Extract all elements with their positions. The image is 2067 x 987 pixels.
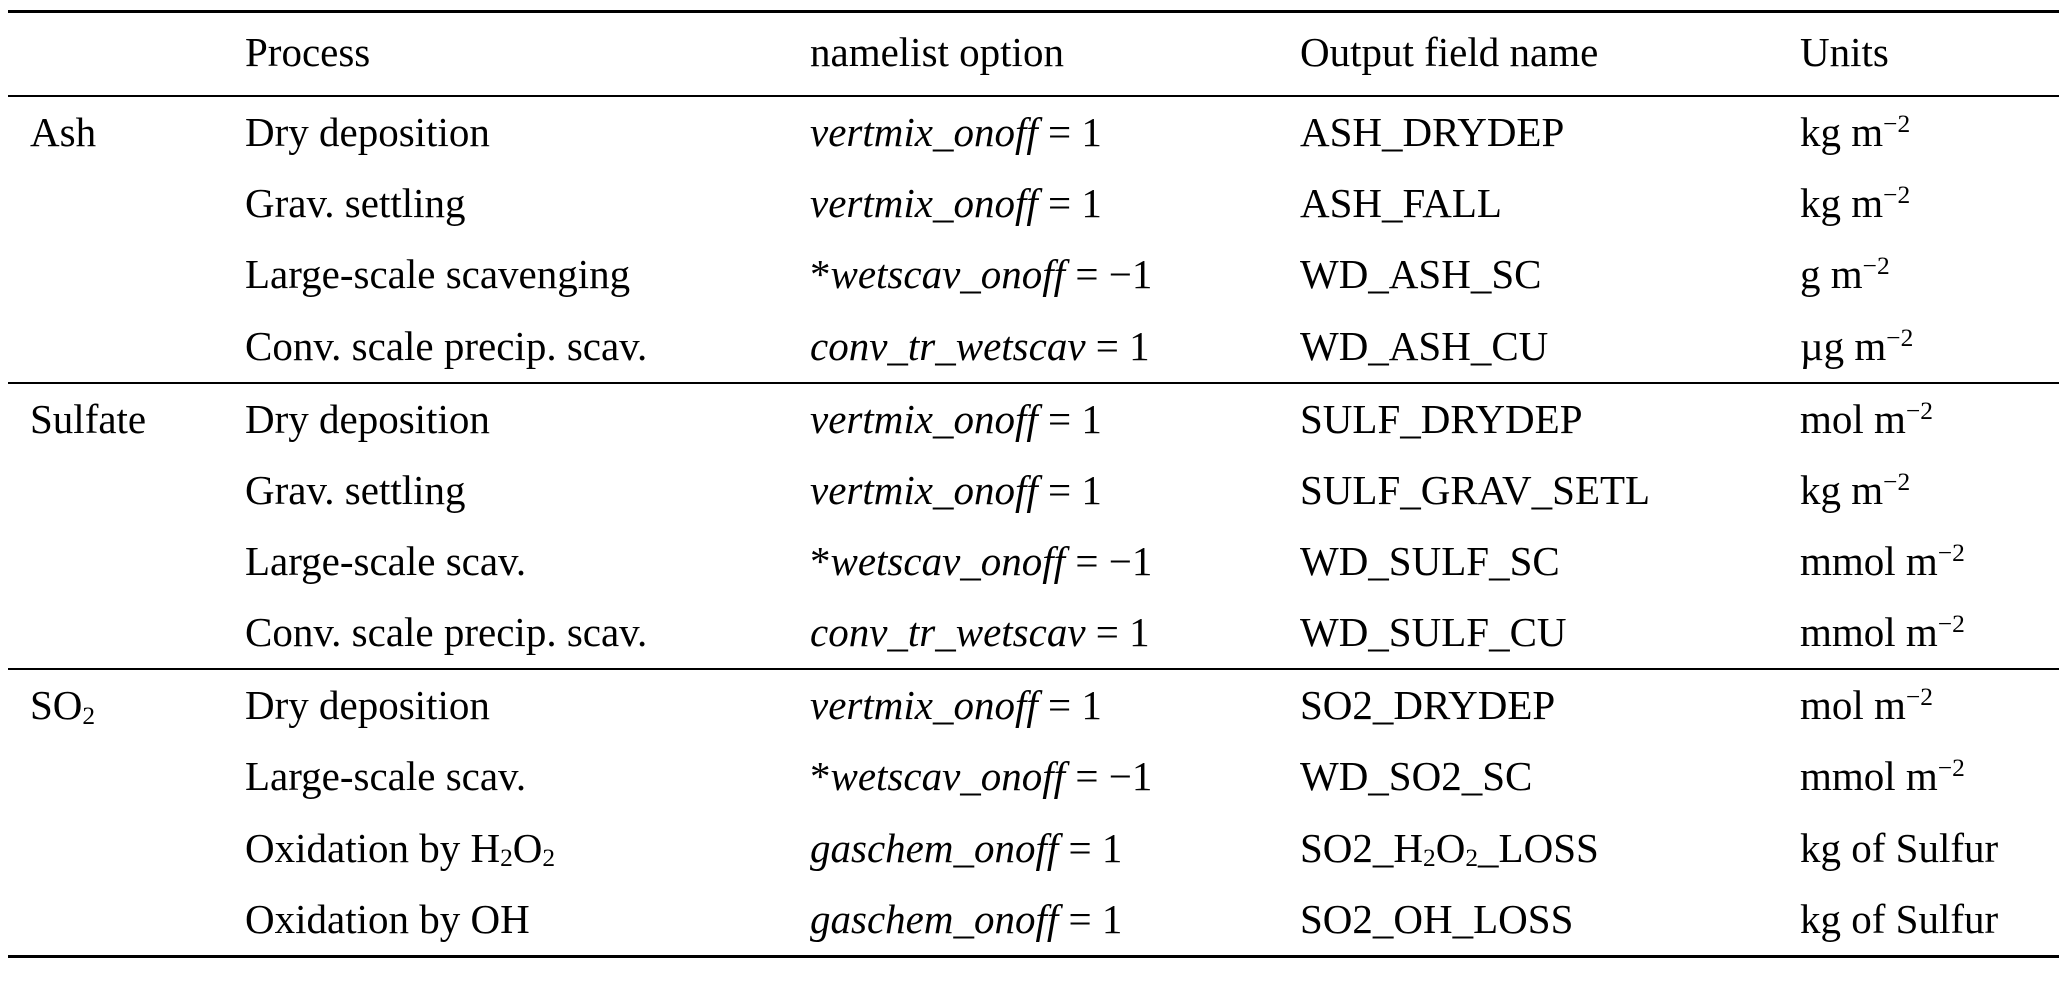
units-cell: mmol m−2 [1800,753,1965,800]
table-row: Oxidation by OH gaschem_onoff = 1 SO2_OH… [8,884,2059,957]
process-cell: Conv. scale precip. scav. [245,609,648,656]
output-cell: SO2_H2O2_LOSS [1300,824,1599,873]
units-cell: kg m−2 [1800,466,1911,513]
output-cell: ASH_DRYDEP [1300,109,1565,156]
output-cell: SO2_DRYDEP [1300,682,1556,729]
group-label: Ash [30,109,97,156]
group-label: Sulfate [30,395,147,442]
table-header: Process namelist option Output field nam… [8,11,2059,97]
table-row: Large-scale scav. *wetscav_onoff = −1 WD… [8,526,2059,597]
units-cell: kg of Sulfur [1800,824,1999,871]
table-row: Large-scale scavenging *wetscav_onoff = … [8,239,2059,310]
process-cell: Dry deposition [245,395,490,442]
output-cell: WD_SULF_SC [1300,537,1560,584]
process-cell: Large-scale scav. [245,753,527,800]
units-cell: g m−2 [1800,251,1890,298]
namelist-cell: *wetscav_onoff = −1 [810,537,1153,584]
process-cell: Oxidation by H2O2 [245,824,556,873]
table-row: Grav. settling vertmix_onoff = 1 ASH_FAL… [8,168,2059,239]
namelist-cell: vertmix_onoff = 1 [810,682,1102,729]
namelist-cell: *wetscav_onoff = −1 [810,251,1153,298]
output-cell: WD_SULF_CU [1300,609,1567,656]
units-cell: mmol m−2 [1800,537,1965,584]
column-header-output: Output field name [1300,29,1599,75]
namelist-cell: conv_tr_wetscav = 1 [810,609,1150,656]
table-row: SO2 Dry deposition vertmix_onoff = 1 SO2… [8,669,2059,741]
output-cell: WD_ASH_CU [1300,322,1549,369]
group-so2: SO2 Dry deposition vertmix_onoff = 1 SO2… [8,669,2059,957]
process-cell: Grav. settling [245,180,466,227]
output-cell: WD_ASH_SC [1300,251,1542,298]
units-cell: µg m−2 [1800,322,1914,369]
process-cell: Grav. settling [245,466,466,513]
process-cell: Dry deposition [245,682,490,729]
namelist-cell: vertmix_onoff = 1 [810,109,1102,156]
table-row: Conv. scale precip. scav. conv_tr_wetsca… [8,597,2059,669]
output-cell: SULF_GRAV_SETL [1300,466,1651,513]
units-cell: kg m−2 [1800,180,1911,227]
output-cell: SO2_OH_LOSS [1300,895,1574,942]
table-row: Ash Dry deposition vertmix_onoff = 1 ASH… [8,96,2059,168]
process-table: Process namelist option Output field nam… [8,10,2059,958]
table-row: Oxidation by H2O2 gaschem_onoff = 1 SO2_… [8,813,2059,884]
units-cell: kg of Sulfur [1800,895,1999,942]
output-cell: ASH_FALL [1300,180,1502,227]
column-header-units: Units [1800,29,1889,75]
namelist-cell: vertmix_onoff = 1 [810,395,1102,442]
namelist-cell: vertmix_onoff = 1 [810,180,1102,227]
column-header-namelist: namelist option [810,29,1064,75]
group-ash: Ash Dry deposition vertmix_onoff = 1 ASH… [8,96,2059,383]
header-row: Process namelist option Output field nam… [8,12,2059,97]
namelist-cell: conv_tr_wetscav = 1 [810,322,1150,369]
output-cell: WD_SO2_SC [1300,753,1533,800]
process-cell: Oxidation by OH [245,895,530,942]
process-cell: Conv. scale precip. scav. [245,322,648,369]
table-row: Conv. scale precip. scav. conv_tr_wetsca… [8,311,2059,383]
namelist-cell: vertmix_onoff = 1 [810,466,1102,513]
process-cell: Large-scale scavenging [245,251,631,298]
units-cell: mol m−2 [1800,682,1933,729]
units-cell: mol m−2 [1800,395,1933,442]
table-row: Large-scale scav. *wetscav_onoff = −1 WD… [8,741,2059,812]
group-sulfate: Sulfate Dry deposition vertmix_onoff = 1… [8,382,2059,670]
output-cell: SULF_DRYDEP [1300,395,1583,442]
namelist-cell: *wetscav_onoff = −1 [810,753,1153,800]
column-header-group [8,12,245,97]
table-row: Grav. settling vertmix_onoff = 1 SULF_GR… [8,455,2059,526]
namelist-cell: gaschem_onoff = 1 [810,824,1123,871]
process-cell: Large-scale scav. [245,537,527,584]
units-cell: mmol m−2 [1800,609,1965,656]
column-header-process: Process [245,29,371,75]
units-cell: kg m−2 [1800,109,1911,156]
table-row: Sulfate Dry deposition vertmix_onoff = 1… [8,383,2059,455]
process-cell: Dry deposition [245,109,490,156]
group-label: SO2 [30,682,96,730]
namelist-cell: gaschem_onoff = 1 [810,895,1123,942]
